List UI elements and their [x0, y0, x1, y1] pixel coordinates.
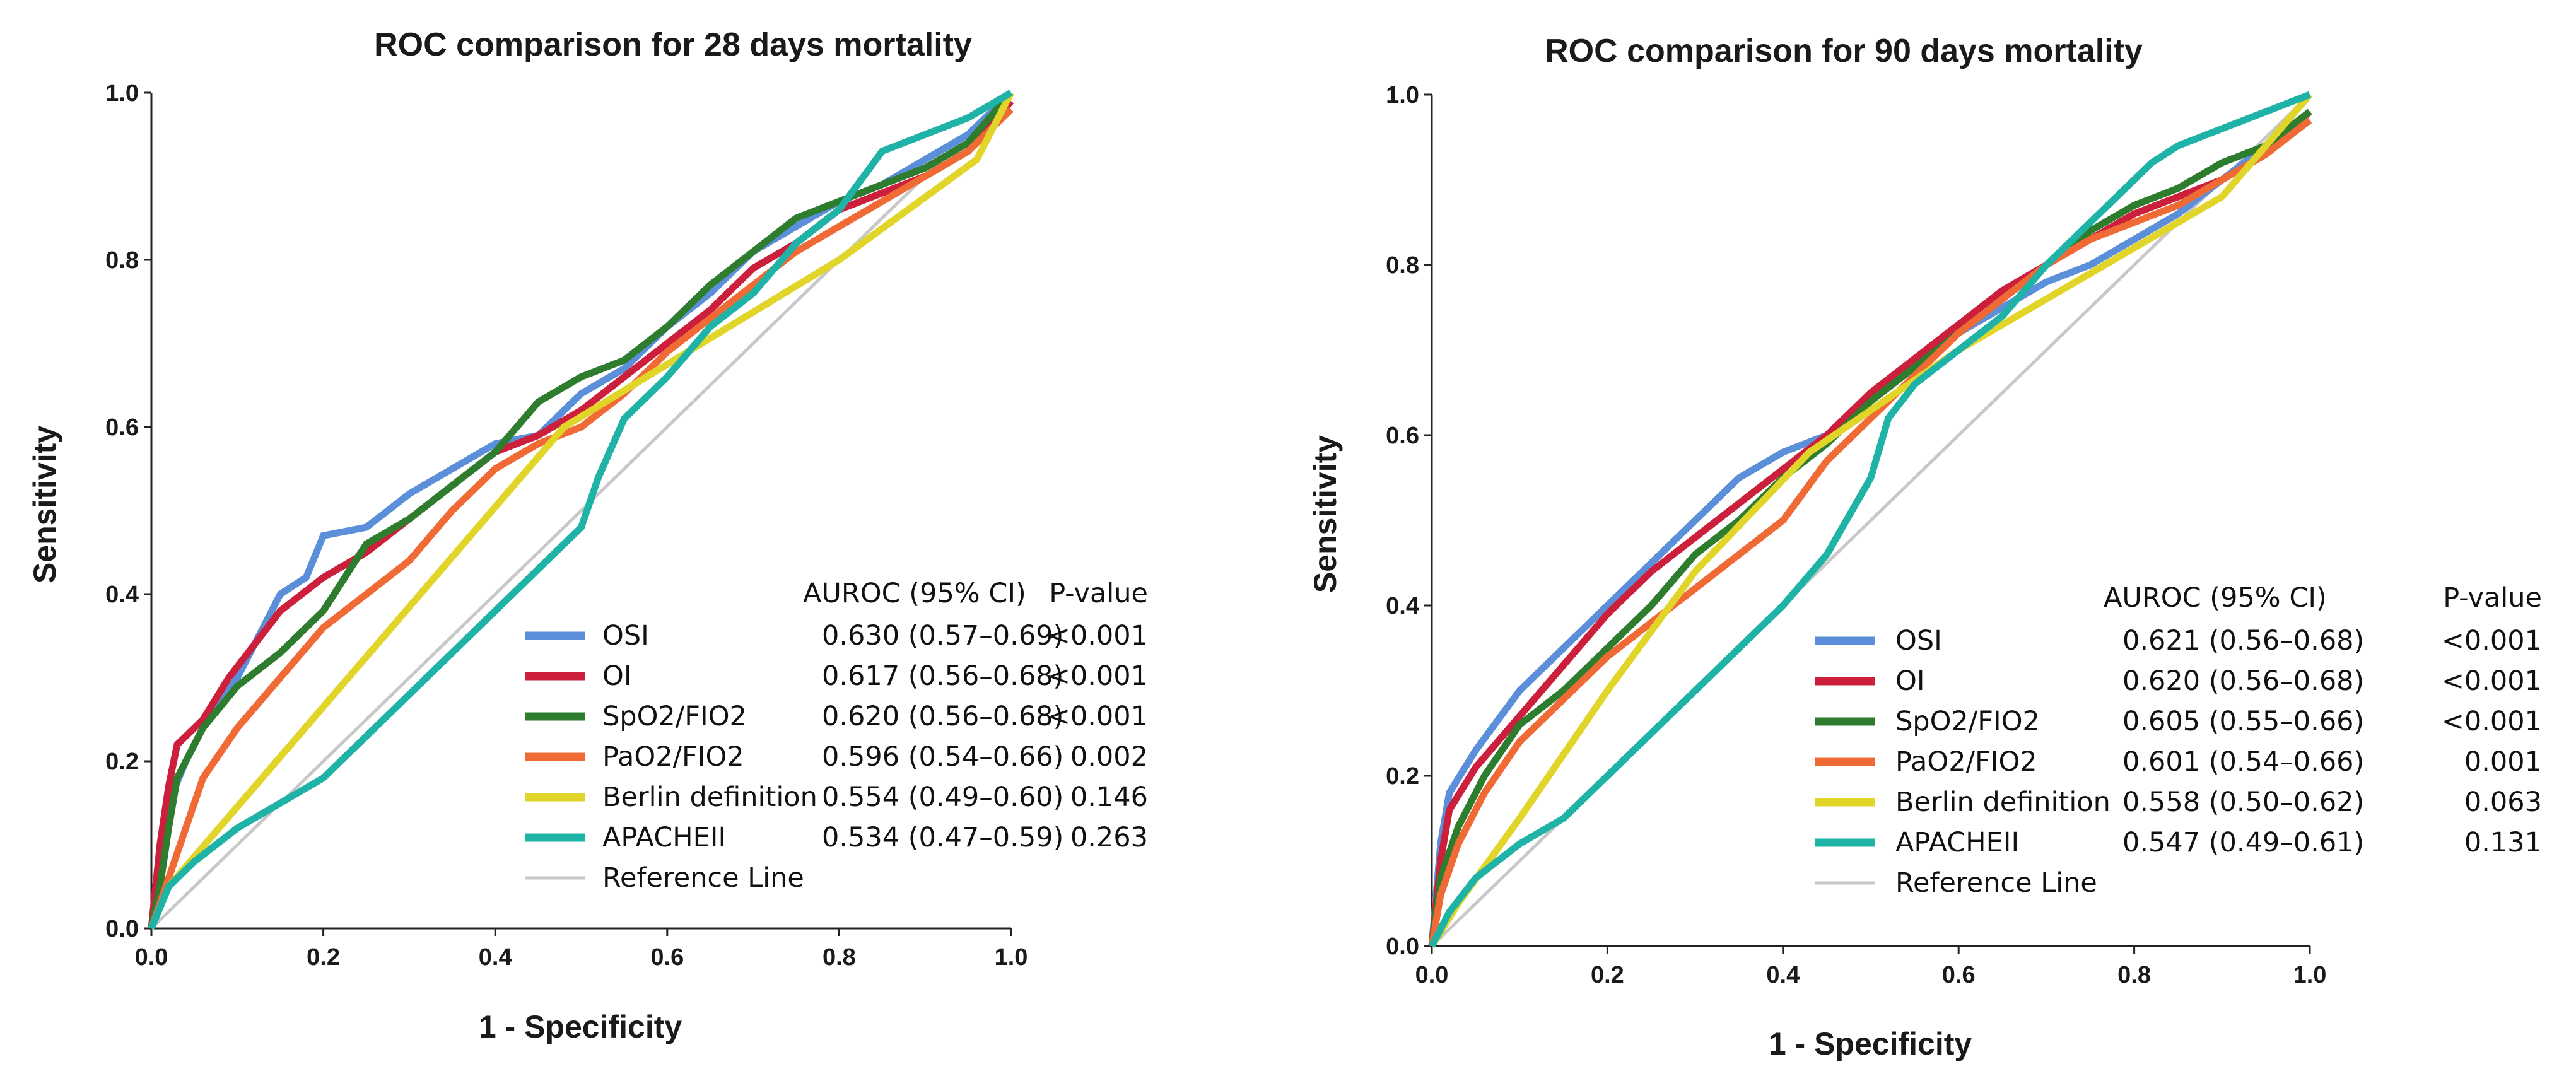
legend-auroc: 0.601 (0.54–0.66) — [2122, 746, 2364, 778]
legend-item-apacheii: APACHEII 0.534 (0.47–0.59) 0.263 — [525, 822, 1148, 853]
legend-header-auroc: AUROC (95% CI) — [2104, 582, 2327, 614]
legend-item-oi: OI 0.617 (0.56–0.68)<0.001 — [525, 660, 1148, 692]
legend-name: OSI — [1895, 625, 1942, 657]
series-line-oi — [1428, 109, 2312, 947]
series-line-apacheii — [148, 90, 1013, 930]
legend-name: OSI — [602, 620, 649, 652]
legend-header-auroc: AUROC (95% CI) — [803, 578, 1026, 609]
x-tick-label: 1.0 — [2293, 962, 2327, 988]
y-tick-label: 0.2 — [1386, 763, 1419, 790]
series-line-reference-line — [150, 91, 1012, 930]
legend-name: PaO2/FIO2 — [602, 741, 744, 773]
y-tick-label: 0.8 — [105, 247, 139, 274]
x-axis-label: 1 - Specificity — [479, 1009, 682, 1044]
series-line-pao2-fio2 — [148, 107, 1014, 930]
x-tick-label: 0.6 — [1942, 962, 1976, 988]
legend-p-value: 0.002 — [1070, 741, 1148, 773]
legend-p-value: <0.001 — [2442, 706, 2542, 737]
legend-name: SpO2/FIO2 — [1895, 706, 2040, 737]
y-axis-label: Sensitivity — [1308, 435, 1343, 593]
series-line-pao2-fio2 — [1428, 117, 2312, 947]
legend-item-spo2-fio2: SpO2/FIO2 0.605 (0.55–0.66) <0.001 — [1815, 706, 2542, 737]
legend: AUROC (95% CI) P-value OSI 0.630 (0.57–0.69… — [525, 578, 1148, 894]
legend-name: APACHEII — [1895, 827, 2019, 858]
y-axis-label: Sensitivity — [27, 426, 62, 583]
x-tick-label: 0.0 — [135, 944, 168, 971]
legend-item-reference-line: Reference Line — [525, 862, 804, 894]
legend-p-value: 0.146 — [1070, 781, 1148, 813]
x-tick-label: 0.2 — [307, 944, 340, 971]
legend-p-value: <0.001 — [1048, 660, 1148, 692]
legend-item-reference-line: Reference Line — [1815, 867, 2097, 899]
y-tick-label: 1.0 — [1386, 82, 1419, 108]
legend-header-p-value: P-value — [1049, 578, 1148, 609]
legend-auroc: 0.620 (0.56–0.68) — [2122, 665, 2364, 697]
y-tick-label: 0.0 — [105, 916, 139, 942]
legend-item-spo2-fio2: SpO2/FIO2 0.620 (0.56–0.68)<0.001 — [525, 701, 1148, 732]
legend-auroc: 0.547 (0.49–0.61) — [2122, 827, 2364, 858]
legend-auroc: 0.621 (0.56–0.68) — [2122, 625, 2364, 657]
legend-p-value: 0.131 — [2464, 827, 2542, 858]
legend-p-value: <0.001 — [1048, 701, 1148, 732]
y-tick-label: 0.0 — [1386, 933, 1419, 960]
x-tick-label: 0.0 — [1415, 962, 1449, 988]
legend-name: OI — [602, 660, 632, 692]
legend: AUROC (95% CI) P-value OSI 0.621 (0.56–0.68… — [1815, 582, 2542, 899]
legend-name: Berlin definition — [1895, 787, 2111, 818]
x-tick-label: 0.4 — [1766, 962, 1800, 988]
y-tick-label: 1.0 — [105, 80, 139, 107]
legend-item-osi: OSI 0.621 (0.56–0.68) <0.001 — [1815, 625, 2542, 657]
legend-name: Berlin definition — [602, 781, 817, 813]
chart-title: ROC comparison for 90 days mortality — [1545, 33, 2143, 69]
y-tick-label: 0.2 — [105, 749, 139, 775]
legend-p-value: 0.263 — [1070, 822, 1148, 853]
legend-name: Reference Line — [602, 862, 804, 894]
legend-p-value: <0.001 — [2442, 625, 2542, 657]
x-tick-label: 0.8 — [2117, 962, 2151, 988]
x-tick-label: 0.6 — [650, 944, 684, 971]
legend-item-apacheii: APACHEII 0.547 (0.49–0.61) 0.131 — [1815, 827, 2542, 858]
legend-p-value: <0.001 — [1048, 620, 1148, 652]
legend-item-berlin-definition: Berlin definition 0.554 (0.49–0.60) 0.146 — [525, 781, 1148, 813]
y-tick-label: 0.6 — [1386, 423, 1419, 449]
series-line-apacheii — [1429, 91, 2311, 948]
legend-auroc: 0.534 (0.47–0.59) — [822, 822, 1063, 853]
legend-p-value: 0.001 — [2464, 746, 2542, 778]
legend-auroc: 0.630 (0.57–0.69) — [822, 620, 1063, 652]
legend-name: SpO2/FIO2 — [602, 701, 747, 732]
legend-name: Reference Line — [1895, 867, 2097, 899]
legend-name: OI — [1895, 665, 1925, 697]
legend-auroc: 0.617 (0.56–0.68) — [822, 660, 1063, 692]
series-line-berlin-definition — [1429, 92, 2313, 948]
legend-item-pao2-fio2: PaO2/FIO2 0.596 (0.54–0.66) 0.002 — [525, 741, 1148, 773]
x-tick-label: 1.0 — [995, 944, 1028, 971]
chart-title: ROC comparison for 28 days mortality — [374, 26, 972, 63]
legend-header-p-value: P-value — [2443, 582, 2542, 614]
legend-item-oi: OI 0.620 (0.56–0.68) <0.001 — [1815, 665, 2542, 697]
y-tick-label: 0.8 — [1386, 252, 1419, 279]
legend-item-berlin-definition: Berlin definition 0.558 (0.50–0.62) 0.063 — [1815, 787, 2542, 818]
y-tick-label: 0.4 — [105, 582, 139, 608]
legend-auroc: 0.596 (0.54–0.66) — [822, 741, 1063, 773]
legend-auroc: 0.620 (0.56–0.68) — [822, 701, 1063, 732]
x-tick-label: 0.2 — [1591, 962, 1624, 988]
legend-item-pao2-fio2: PaO2/FIO2 0.601 (0.54–0.66) 0.001 — [1815, 746, 2542, 778]
legend-auroc: 0.605 (0.55–0.66) — [2122, 706, 2364, 737]
x-tick-label: 0.8 — [823, 944, 856, 971]
legend-p-value: 0.063 — [2464, 787, 2542, 818]
legend-auroc: 0.554 (0.49–0.60) — [822, 781, 1063, 813]
y-tick-label: 0.4 — [1386, 593, 1419, 619]
legend-name: APACHEII — [602, 822, 726, 853]
x-axis-label: 1 - Specificity — [1769, 1026, 1972, 1061]
legend-item-osi: OSI 0.630 (0.57–0.69)<0.001 — [525, 620, 1148, 652]
y-tick-label: 0.6 — [105, 414, 139, 441]
legend-auroc: 0.558 (0.50–0.62) — [2122, 787, 2364, 818]
legend-name: PaO2/FIO2 — [1895, 746, 2037, 778]
legend-p-value: <0.001 — [2442, 665, 2542, 697]
x-tick-label: 0.4 — [479, 944, 512, 971]
